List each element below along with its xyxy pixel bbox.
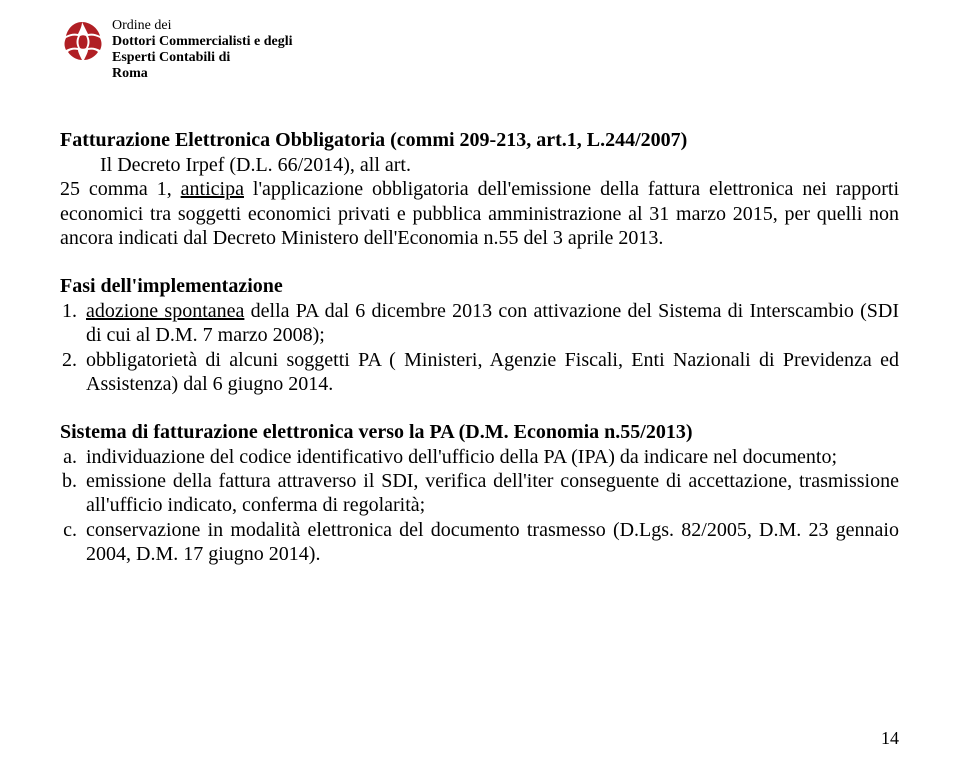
sistema-list: individuazione del codice identificativo… [60, 445, 899, 567]
list-item: individuazione del codice identificativo… [82, 445, 899, 469]
logo-block: Ordine dei Dottori Commercialisti e degl… [60, 18, 899, 82]
fasi-list: adozione spontanea della PA dal 6 dicemb… [60, 299, 899, 397]
logo-line-1: Ordine dei [112, 18, 293, 34]
item-pre: obbligatorietà di alcuni soggetti PA ( M… [86, 349, 899, 395]
globe-logo-icon [60, 18, 104, 62]
list-item: emissione della fattura attraverso il SD… [82, 469, 899, 518]
intro-paragraph: 25 comma 1, anticipa l'applicazione obbl… [60, 177, 899, 250]
list-item: obbligatorietà di alcuni soggetti PA ( M… [82, 348, 899, 397]
item-underlined: adozione spontanea [86, 300, 244, 322]
document-page: Ordine dei Dottori Commercialisti e degl… [0, 0, 959, 567]
logo-line-3: Esperti Contabili di [112, 50, 293, 66]
para1-prefix: 25 comma 1, [60, 178, 181, 200]
logo-text: Ordine dei Dottori Commercialisti e degl… [112, 18, 293, 82]
section-heading-sistema: Sistema di fatturazione elettronica vers… [60, 420, 899, 444]
list-item: conservazione in modalità elettronica de… [82, 518, 899, 567]
para1-underlined: anticipa [181, 178, 244, 200]
document-subtitle: Il Decreto Irpef (D.L. 66/2014), all art… [100, 153, 899, 177]
list-item: adozione spontanea della PA dal 6 dicemb… [82, 299, 899, 348]
logo-line-4: Roma [112, 66, 293, 82]
content-body: Fatturazione Elettronica Obbligatoria (c… [60, 128, 899, 566]
logo-line-2: Dottori Commercialisti e degli [112, 34, 293, 50]
document-title: Fatturazione Elettronica Obbligatoria (c… [60, 128, 899, 152]
section-heading-fasi: Fasi dell'implementazione [60, 274, 899, 298]
page-number: 14 [881, 728, 899, 749]
